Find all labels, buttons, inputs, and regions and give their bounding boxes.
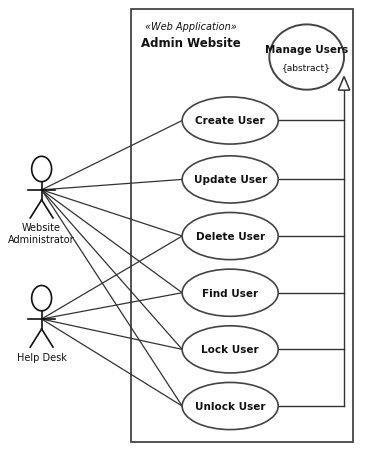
Ellipse shape [269,25,344,91]
Text: Lock User: Lock User [201,344,259,354]
Text: Unlock User: Unlock User [195,401,265,411]
Ellipse shape [182,157,278,203]
Text: Delete User: Delete User [196,232,265,242]
Ellipse shape [182,383,278,430]
Polygon shape [338,77,350,91]
Text: {abstract}: {abstract} [282,63,331,72]
Text: Admin Website: Admin Website [141,37,241,50]
Text: Manage Users: Manage Users [265,45,348,55]
Ellipse shape [182,269,278,317]
Text: Update User: Update User [193,175,267,185]
Text: Create User: Create User [195,116,265,126]
Ellipse shape [182,213,278,260]
Text: Find User: Find User [202,288,258,298]
Text: Help Desk: Help Desk [17,352,66,362]
FancyBboxPatch shape [131,10,353,442]
Ellipse shape [182,326,278,373]
Text: Website
Administrator: Website Administrator [8,223,75,244]
Text: «Web Application»: «Web Application» [145,22,237,32]
Ellipse shape [182,98,278,145]
